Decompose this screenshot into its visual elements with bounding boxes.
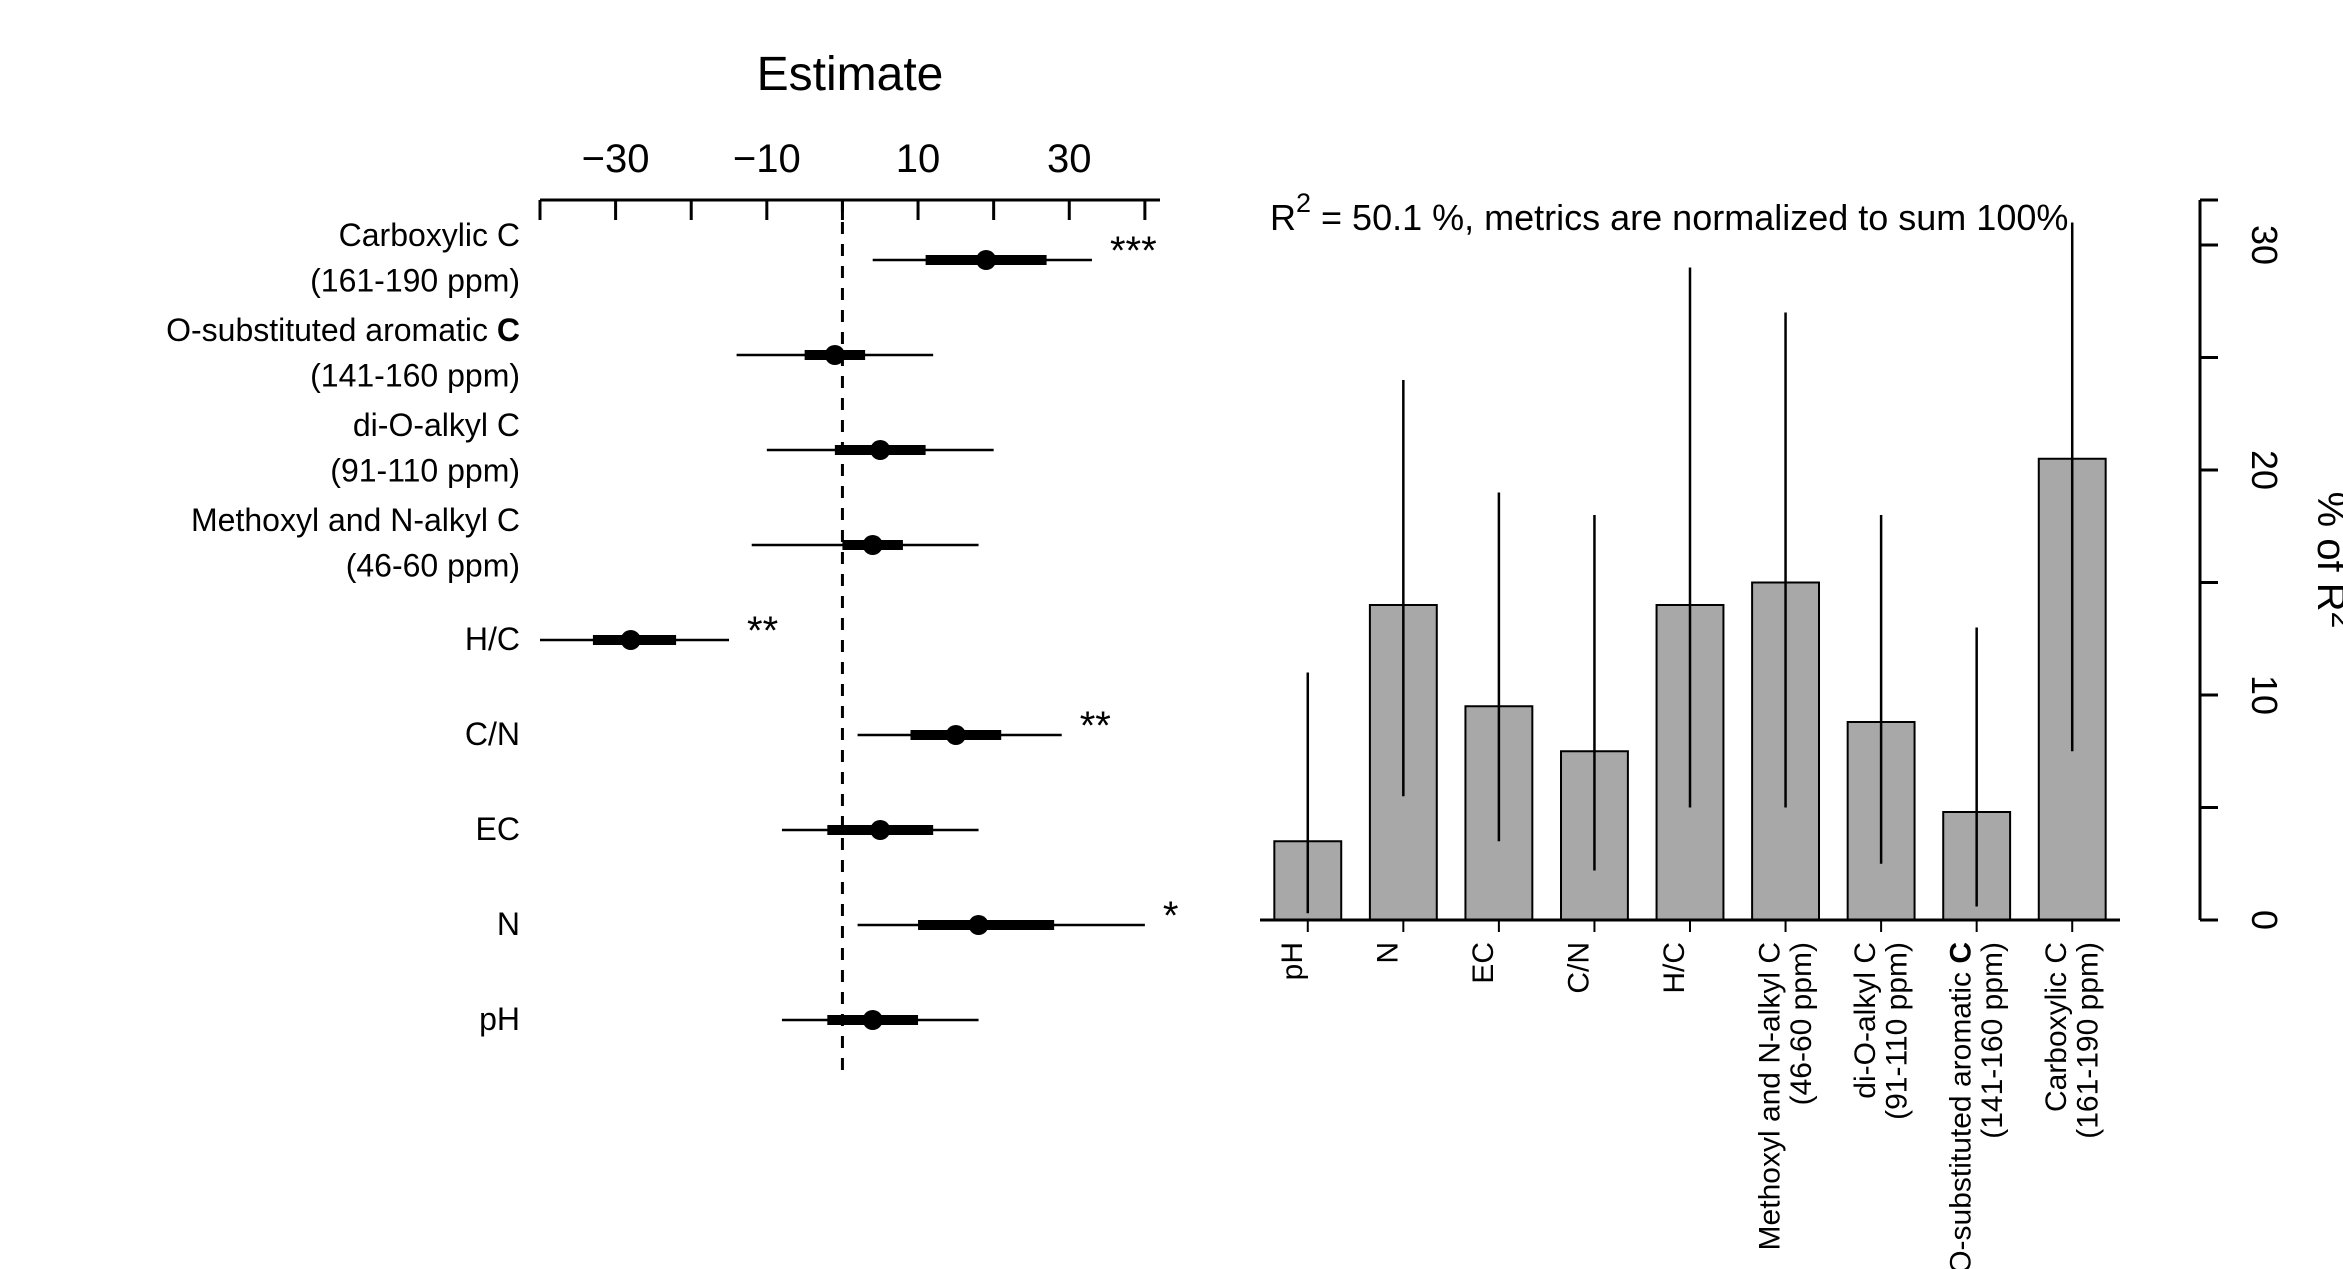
forest-row-label-line2: (46-60 ppm) bbox=[346, 548, 520, 584]
bar-x-label: EC bbox=[1467, 942, 1500, 984]
bar-y-tick-label: 10 bbox=[2244, 675, 2285, 715]
forest-tick-label: −10 bbox=[733, 137, 801, 181]
forest-tick-label: 30 bbox=[1047, 137, 1092, 181]
forest-title: Estimate bbox=[757, 48, 944, 101]
figure-root: Estimate−30−101030***Carboxylic C(161-19… bbox=[0, 0, 2343, 1269]
bar-y-tick-label: 20 bbox=[2244, 450, 2285, 490]
bar-x-label: C/N bbox=[1562, 942, 1595, 994]
forest-point bbox=[863, 1010, 883, 1030]
forest-row-label-line2: (141-160 ppm) bbox=[310, 358, 520, 394]
bar-y-tick-label: 0 bbox=[2244, 910, 2285, 930]
bar-x-label: H/C bbox=[1658, 942, 1691, 994]
forest-row-label: N bbox=[497, 906, 520, 942]
forest-point bbox=[946, 725, 966, 745]
forest-tick-label: −30 bbox=[582, 137, 650, 181]
forest-tick-label: 10 bbox=[896, 137, 941, 181]
bar-x-label: N bbox=[1371, 942, 1404, 964]
forest-point bbox=[976, 250, 996, 270]
forest-row-label: C/N bbox=[465, 716, 520, 752]
forest-point bbox=[969, 915, 989, 935]
forest-row-label-line1: Methoxyl and N-alkyl C bbox=[191, 502, 520, 538]
forest-row-label: pH bbox=[479, 1001, 520, 1037]
forest-row-label: EC bbox=[476, 811, 520, 847]
forest-row-label-line2: (91-110 ppm) bbox=[330, 453, 520, 489]
bar-y-label: % of R2 bbox=[2309, 492, 2343, 629]
forest-point bbox=[863, 535, 883, 555]
bar-x-label: pH bbox=[1276, 942, 1309, 980]
forest-row-label-line1: O-substituted aromatic C bbox=[166, 312, 520, 348]
forest-sig: *** bbox=[1110, 229, 1157, 273]
forest-row-label-line2: (161-190 ppm) bbox=[310, 263, 520, 299]
forest-sig: ** bbox=[747, 609, 778, 653]
bar-x-label: di-O-alkyl C(91-110 ppm) bbox=[1849, 942, 1914, 1120]
bar-y-tick-label: 30 bbox=[2244, 225, 2285, 265]
forest-row-label-line1: Carboxylic C bbox=[339, 217, 520, 253]
forest-row-label: H/C bbox=[465, 621, 520, 657]
forest-sig: ** bbox=[1080, 704, 1111, 748]
forest-row-label-line1: di-O-alkyl C bbox=[353, 407, 520, 443]
forest-point bbox=[870, 440, 890, 460]
forest-point bbox=[621, 630, 641, 650]
chart-svg: Estimate−30−101030***Carboxylic C(161-19… bbox=[0, 0, 2343, 1269]
bar-x-label: Carboxylic C(161-190 ppm) bbox=[2040, 942, 2105, 1139]
forest-point bbox=[825, 345, 845, 365]
forest-sig: * bbox=[1163, 894, 1179, 938]
forest-point bbox=[870, 820, 890, 840]
